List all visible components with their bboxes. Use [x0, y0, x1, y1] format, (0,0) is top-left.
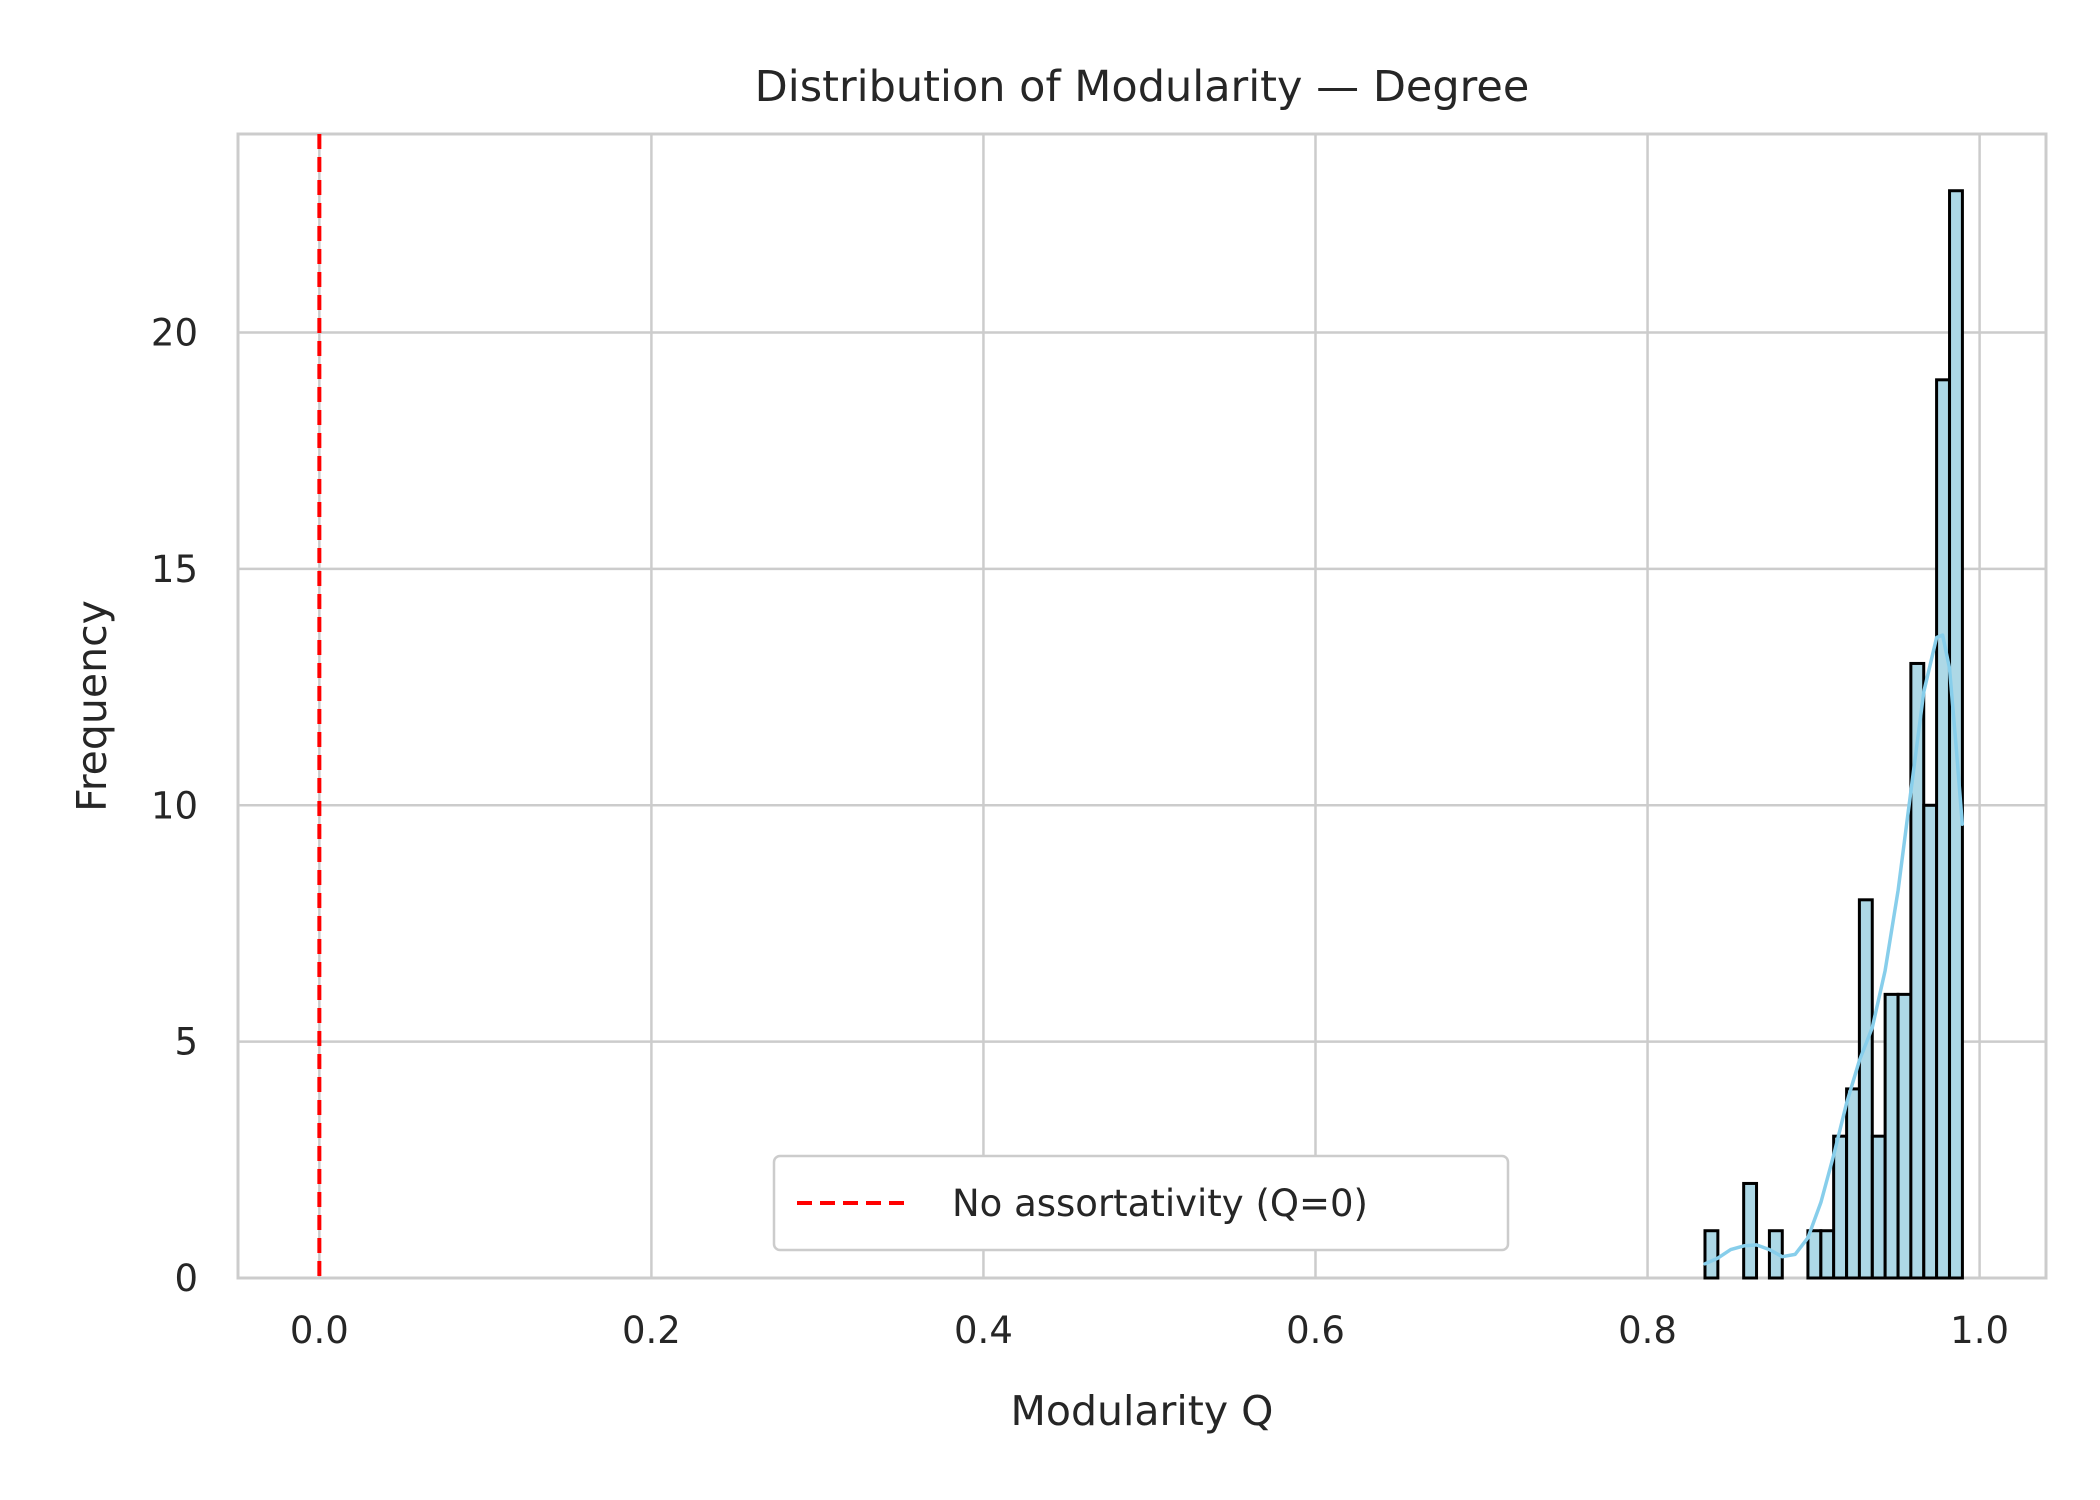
x-tick-label: 0.2: [622, 1309, 681, 1352]
histogram-bar: [1819, 1229, 1836, 1280]
histogram-bar: [1935, 378, 1951, 1280]
plot-background: [238, 134, 2046, 1278]
histogram-bar: [1870, 1134, 1887, 1280]
legend: No assortativity (Q=0): [772, 1154, 1510, 1252]
histogram-bar: [1896, 992, 1913, 1280]
x-tick-label: 0.6: [1286, 1309, 1345, 1352]
legend-label: No assortativity (Q=0): [952, 1182, 1368, 1225]
histogram-bars: [1703, 189, 1964, 1280]
histogram-bar: [1857, 898, 1874, 1280]
histogram-bar: [1845, 1087, 1861, 1280]
histogram-bar: [1922, 803, 1939, 1280]
y-tick-label: 10: [151, 784, 198, 827]
histogram-bar: [1742, 1181, 1759, 1280]
y-tick-label: 20: [151, 312, 198, 355]
kde-curve: [1703, 633, 1965, 1266]
y-tick-labels: 0 5 10 15 20: [151, 312, 198, 1300]
plot-frame: [236, 132, 2048, 1280]
histogram-bar: [1883, 992, 1900, 1280]
y-tick-label: 15: [151, 548, 198, 591]
chart-title: Distribution of Modularity — Degree: [755, 62, 1530, 112]
x-tick-label: 1.0: [1950, 1309, 2009, 1352]
y-axis-label: Frequency: [68, 600, 116, 812]
x-tick-label: 0.4: [954, 1309, 1013, 1352]
y-tick-label: 0: [174, 1257, 198, 1300]
legend-box: [772, 1154, 1510, 1252]
histogram-bar: [1806, 1229, 1823, 1280]
kde-line: [1703, 633, 1965, 1266]
y-tick-label: 5: [174, 1021, 198, 1064]
histogram-bar: [1703, 1229, 1720, 1280]
histogram-bar: [1909, 661, 1926, 1280]
x-tick-label: 0.0: [290, 1309, 349, 1352]
x-tick-label: 0.8: [1618, 1309, 1677, 1352]
x-tick-labels: 0.0 0.2 0.4 0.6 0.8 1.0: [290, 1309, 2009, 1352]
x-axis-label: Modularity Q: [1011, 1387, 1274, 1435]
histogram-bar: [1832, 1134, 1849, 1280]
